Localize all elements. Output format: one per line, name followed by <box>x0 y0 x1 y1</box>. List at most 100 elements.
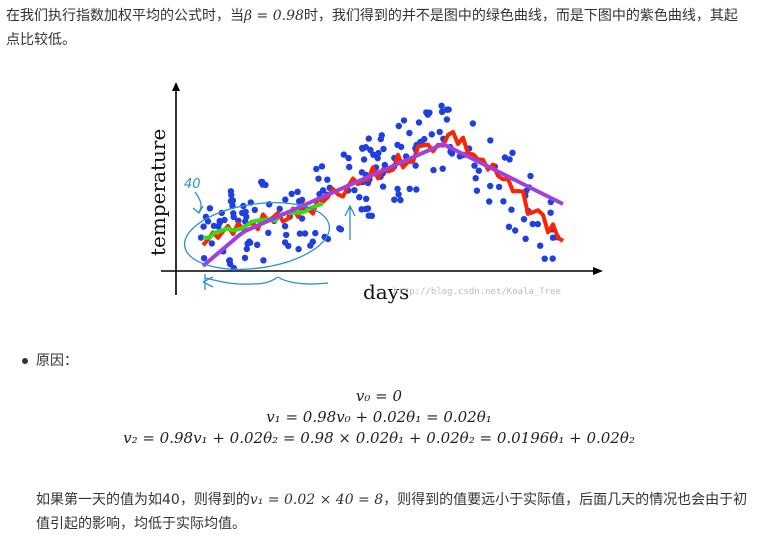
data-point <box>509 149 516 156</box>
data-point <box>522 235 529 242</box>
intro-text-2: 时，我们得到的并不是图中的绿色曲线，而是下图中的紫色曲线，其起点比较低。 <box>6 8 738 48</box>
data-point <box>486 198 493 205</box>
data-point <box>200 255 208 262</box>
data-point <box>351 187 358 194</box>
data-point <box>313 165 320 173</box>
data-point <box>508 206 515 213</box>
data-point <box>210 222 218 230</box>
data-point <box>206 205 214 212</box>
data-point <box>362 205 369 213</box>
y-axis-arrow <box>172 82 180 91</box>
data-point <box>397 196 404 204</box>
green-curve <box>202 201 324 240</box>
data-point <box>501 154 509 161</box>
data-point <box>230 213 237 221</box>
data-point <box>549 255 556 262</box>
data-point <box>367 146 374 154</box>
data-point <box>380 145 387 153</box>
data-point <box>312 229 319 237</box>
data-point <box>375 149 382 157</box>
data-point <box>395 191 402 198</box>
data-point <box>443 116 451 123</box>
conclusion-text-1: 如果第一天的值为如40，则得到的 <box>36 492 250 508</box>
data-point <box>243 213 250 221</box>
data-point <box>413 186 420 193</box>
bullet-dot <box>22 358 28 364</box>
data-point <box>294 188 301 195</box>
data-point <box>423 109 430 116</box>
x-axis-label: days <box>363 280 409 304</box>
data-point <box>281 239 289 246</box>
watermark: http://blog.csdn.net/Koala_Tree <box>393 287 561 297</box>
data-point <box>400 117 408 124</box>
data-point <box>391 196 398 203</box>
data-point <box>298 196 306 204</box>
data-point <box>377 135 384 143</box>
equation-v2: v₂ = 0.98v₁ + 0.02θ₂ = 0.98 × 0.02θ₁ + 0… <box>123 429 635 447</box>
data-point <box>363 195 370 202</box>
data-point <box>251 206 258 214</box>
data-point <box>260 257 267 264</box>
data-point <box>438 108 446 115</box>
annotation-arrow-right <box>344 204 356 240</box>
data-point <box>487 182 494 190</box>
intro-paragraph: 在我们执行指数加权平均的公式时，当β = 0.98时，我们得到的并不是图中的绿色… <box>6 4 746 52</box>
y-axis-label: temperature <box>146 129 170 256</box>
v1-formula: v₁ = 0.02 × 40 = 8 <box>249 492 384 508</box>
hand-annotations <box>183 191 356 290</box>
data-point <box>549 234 557 241</box>
annotation-40: 40 <box>184 177 201 192</box>
purple-curve <box>201 142 564 268</box>
data-point <box>340 151 347 158</box>
data-point <box>368 212 376 219</box>
data-point <box>315 175 322 182</box>
data-point <box>360 156 368 163</box>
data-point <box>345 154 352 162</box>
data-point <box>406 129 413 137</box>
data-point <box>295 245 302 253</box>
data-point <box>395 122 402 130</box>
data-point <box>527 172 534 180</box>
annotation-arrow-left <box>192 191 204 214</box>
data-point <box>358 169 366 176</box>
data-point <box>359 145 366 152</box>
data-point <box>438 102 445 109</box>
annotation-brace <box>202 274 329 290</box>
data-point <box>318 163 326 170</box>
data-point <box>246 238 253 245</box>
data-point <box>547 209 554 216</box>
data-point <box>319 187 327 194</box>
data-point <box>336 225 343 232</box>
data-point <box>374 154 381 162</box>
data-point <box>282 196 289 203</box>
data-point <box>227 197 235 205</box>
data-point <box>230 264 237 272</box>
annotation-ellipse <box>183 202 331 270</box>
data-point <box>239 209 246 217</box>
data-point <box>505 223 513 230</box>
data-point <box>412 162 419 169</box>
data-point <box>379 183 387 190</box>
data-point <box>430 166 437 174</box>
conclusion-paragraph: 如果第一天的值为如40，则得到的v₁ = 0.02 × 40 = 8，则得到的值… <box>36 488 748 536</box>
data-point <box>415 119 423 126</box>
data-point <box>197 234 205 241</box>
data-point <box>243 245 250 253</box>
intro-text-1: 在我们执行指数加权平均的公式时，当 <box>6 8 244 24</box>
data-point <box>283 231 290 239</box>
data-point <box>276 205 283 212</box>
data-point <box>281 223 289 230</box>
data-point <box>208 240 215 247</box>
data-point <box>436 128 443 136</box>
data-point <box>537 242 544 249</box>
data-point <box>241 254 249 262</box>
data-point <box>356 194 363 201</box>
data-point <box>473 187 481 194</box>
ewa-figure: temperature days http://blog.csdn.net/Ko… <box>146 82 603 304</box>
equation-v1: v₁ = 0.98v₀ + 0.02θ₁ = 0.02θ₁ <box>266 408 492 426</box>
data-point <box>487 137 494 144</box>
data-point <box>520 216 528 223</box>
data-point <box>394 141 401 149</box>
equation-block: v₀ = 0 v₁ = 0.98v₀ + 0.02θ₁ = 0.02θ₁ v₂ … <box>0 386 758 449</box>
data-point <box>445 106 452 113</box>
